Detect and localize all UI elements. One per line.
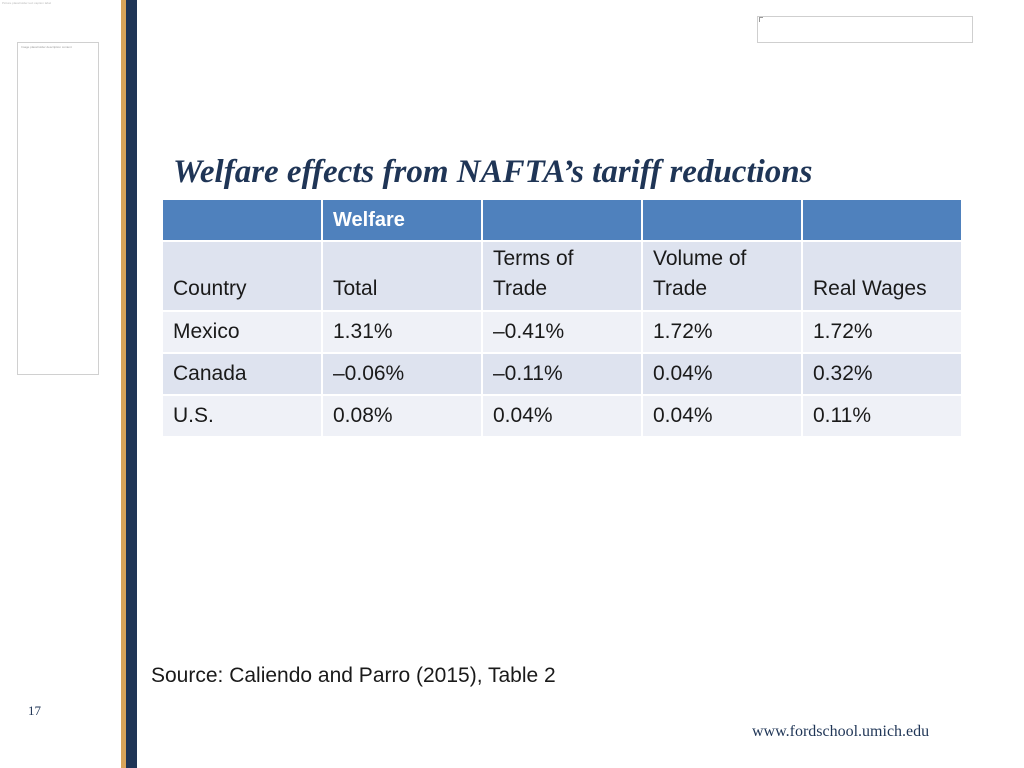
header-cell-empty <box>803 200 961 240</box>
left-placeholder-box: Image placeholder description content <box>17 42 99 375</box>
cell-total: –0.06% <box>323 354 481 394</box>
cell-country: Mexico <box>163 312 321 352</box>
table-header-row: Welfare <box>163 200 961 240</box>
source-citation: Source: Caliendo and Parro (2015), Table… <box>151 664 556 687</box>
slide-number: 17 <box>28 703 41 718</box>
table-row: Mexico 1.31% –0.41% 1.72% 1.72% <box>163 312 961 352</box>
corner-mark-icon <box>759 17 763 22</box>
cell-real-wages: 0.32% <box>803 354 961 394</box>
gold-accent-bar <box>121 0 126 768</box>
table-row: Canada –0.06% –0.11% 0.04% 0.32% <box>163 354 961 394</box>
slide-title: Welfare effects from NAFTA’s tariff redu… <box>173 154 813 190</box>
cell-terms: –0.11% <box>483 354 641 394</box>
col-volume-line1: Volume of <box>653 247 747 270</box>
welfare-table: Welfare Country Total Terms of Trade Volu… <box>161 198 963 438</box>
navy-accent-bar <box>126 0 137 768</box>
col-country: Country <box>163 242 321 310</box>
tiny-caption: Picture placeholder text caption label <box>2 1 52 5</box>
header-cell-span <box>483 200 641 240</box>
col-volume-line2: Trade <box>653 277 708 300</box>
cell-volume: 1.72% <box>643 312 801 352</box>
cell-real-wages: 1.72% <box>803 312 961 352</box>
cell-volume: 0.04% <box>643 354 801 394</box>
cell-total: 1.31% <box>323 312 481 352</box>
header-cell-welfare: Welfare <box>323 200 481 240</box>
col-terms-of-trade: Terms of Trade <box>483 242 641 310</box>
footer-url: www.fordschool.umich.edu <box>752 723 930 740</box>
cell-total: 0.08% <box>323 396 481 436</box>
cell-country: Canada <box>163 354 321 394</box>
col-real-wages: Real Wages <box>803 242 961 310</box>
cell-volume: 0.04% <box>643 396 801 436</box>
col-total: Total <box>323 242 481 310</box>
cell-terms: –0.41% <box>483 312 641 352</box>
col-volume-of-trade: Volume of Trade <box>643 242 801 310</box>
left-placeholder-text: Image placeholder description content <box>21 45 72 49</box>
table-row: U.S. 0.08% 0.04% 0.04% 0.11% <box>163 396 961 436</box>
col-terms-line1: Terms of <box>493 247 574 270</box>
header-cell-span <box>643 200 801 240</box>
cell-country: U.S. <box>163 396 321 436</box>
header-cell-empty <box>163 200 321 240</box>
top-right-placeholder <box>757 16 973 43</box>
col-terms-line2: Trade <box>493 277 548 300</box>
cell-real-wages: 0.11% <box>803 396 961 436</box>
table-subheader-row: Country Total Terms of Trade Volume of Tra… <box>163 242 961 310</box>
cell-terms: 0.04% <box>483 396 641 436</box>
